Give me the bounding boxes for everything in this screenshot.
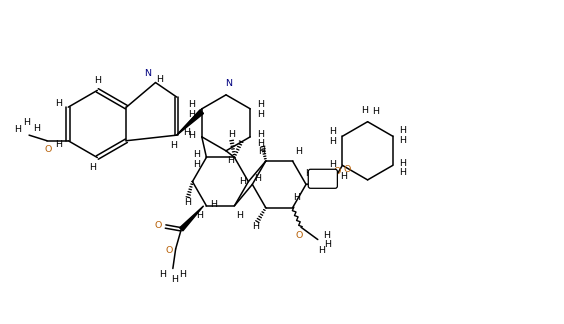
Text: H: H [188, 100, 195, 109]
Text: H: H [329, 137, 336, 146]
Text: H: H [171, 275, 178, 284]
Text: N: N [144, 69, 151, 78]
Text: H: H [257, 139, 264, 148]
Text: H: H [184, 198, 191, 207]
Text: H: H [193, 159, 200, 168]
Text: H: H [252, 222, 259, 231]
Text: H: H [196, 211, 203, 220]
Text: H: H [228, 131, 235, 139]
Text: Abs: Abs [316, 174, 330, 183]
Text: H: H [399, 159, 407, 168]
Text: H: H [170, 141, 178, 150]
FancyBboxPatch shape [309, 169, 337, 188]
Text: O: O [343, 165, 351, 174]
Text: H: H [227, 156, 234, 165]
Text: H: H [159, 270, 166, 279]
Text: H: H [318, 246, 325, 255]
Text: H: H [188, 131, 195, 140]
Text: H: H [323, 231, 331, 239]
Text: H: H [257, 100, 264, 109]
Text: H: H [94, 76, 101, 85]
Text: H: H [340, 172, 347, 181]
Text: H: H [14, 125, 21, 134]
Text: O: O [334, 167, 341, 176]
Text: H: H [295, 147, 302, 156]
Text: H: H [362, 106, 368, 115]
Text: H: H [193, 150, 200, 159]
Text: H: H [210, 200, 217, 209]
Text: H: H [55, 99, 62, 108]
Text: H: H [399, 168, 407, 177]
Text: H: H [293, 193, 300, 202]
Text: H: H [305, 169, 312, 178]
Polygon shape [306, 179, 333, 184]
Text: H: H [89, 163, 96, 172]
Text: H: H [257, 130, 264, 139]
Text: H: H [23, 118, 30, 127]
Polygon shape [179, 206, 204, 231]
Text: H: H [33, 124, 41, 133]
Text: O: O [165, 246, 173, 255]
Text: H: H [236, 211, 244, 220]
Text: H: H [156, 75, 163, 84]
Text: H: H [55, 140, 62, 149]
Text: O: O [154, 221, 161, 230]
Text: H: H [254, 174, 262, 183]
Text: H: H [239, 177, 246, 186]
Text: H: H [324, 239, 332, 249]
Text: H: H [329, 127, 336, 136]
Text: H: H [329, 160, 336, 169]
Polygon shape [177, 110, 204, 135]
Text: O: O [296, 231, 303, 239]
Text: H: H [372, 107, 380, 116]
Text: H: H [399, 136, 407, 145]
Text: O: O [45, 145, 52, 154]
Text: H: H [188, 110, 195, 119]
Text: H: H [183, 128, 190, 137]
Text: H: H [258, 146, 265, 156]
Text: H: H [257, 110, 264, 119]
Text: N: N [225, 79, 232, 88]
Text: H: H [399, 126, 407, 135]
Text: H: H [179, 270, 187, 279]
